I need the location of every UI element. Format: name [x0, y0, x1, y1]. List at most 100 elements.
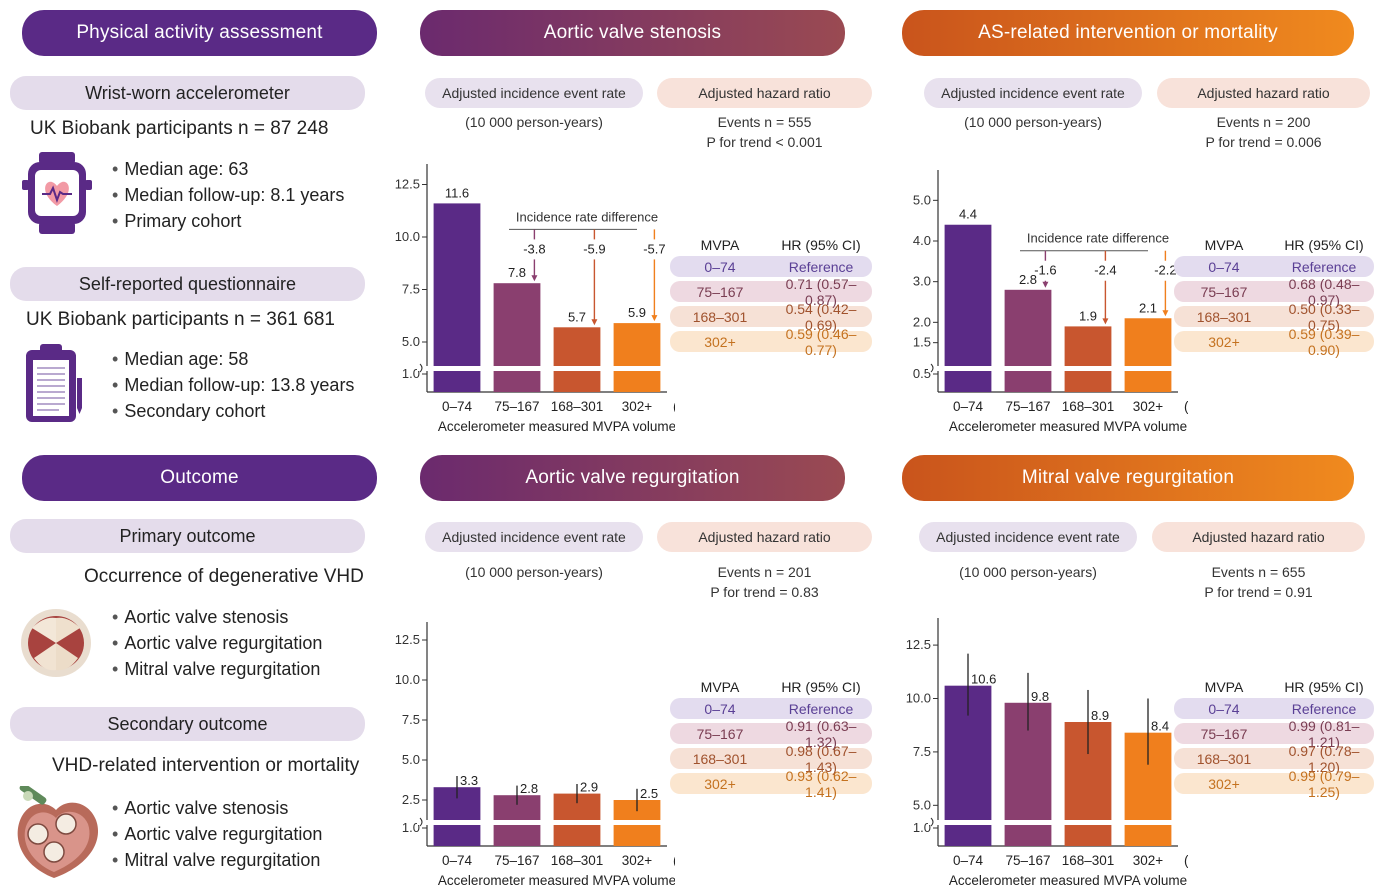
outcome-title-text: Outcome — [160, 467, 239, 488]
data-label: 5.9 — [628, 305, 646, 320]
table-row: 302+ 0.59 (0.46–0.77) — [670, 326, 872, 358]
table-row: 302+ 0.59 (0.39–0.90) — [1174, 326, 1374, 358]
physical-activity-title-text: Physical activity assessment — [76, 22, 323, 43]
x-tick-label: 0–74 — [953, 399, 984, 414]
rate-unit: (10 000 person-years) — [465, 564, 603, 580]
ird-arrowhead — [651, 315, 658, 322]
axis-break-mark — [930, 363, 934, 373]
y-tick-label: 7.5 — [913, 744, 931, 759]
bar — [613, 323, 661, 392]
bar — [1064, 326, 1112, 392]
axis-break-mark — [930, 817, 934, 827]
y-tick-label: 12.5 — [395, 177, 420, 192]
x-tick-label: 302+ — [1133, 853, 1164, 868]
valve-icon — [21, 609, 91, 677]
hr-label-pill: Adjusted hazard ratio — [657, 522, 872, 552]
x-axis-label: Accelerometer measured MVPA volume — [438, 419, 675, 434]
ird-label: Incidence rate difference — [1027, 231, 1169, 246]
ird-arrowhead — [531, 275, 538, 282]
ird-value: -2.2 — [1154, 263, 1176, 278]
chart-aortic-stenosis: 12.5 10.0 7.5 5.0 1.0 11.6 0–74 7.8 75–167 5.7 168… — [395, 164, 675, 434]
self-report-title: Self-reported questionnaire — [10, 267, 365, 301]
x-unit: (min/week) — [1184, 853, 1188, 868]
rate-label-pill: Adjusted incidence event rate — [425, 78, 643, 108]
events-count: Events n = 200 — [1216, 114, 1311, 130]
y-tick-label: 7.5 — [402, 712, 420, 727]
data-label: 4.4 — [959, 207, 977, 222]
bar — [493, 283, 541, 392]
x-tick-label: 75–167 — [494, 399, 539, 414]
x-tick-label: 168–301 — [1062, 853, 1115, 868]
table-row: 302+ 0.99 (0.79–1.25) — [1174, 768, 1374, 800]
p-trend: P for trend < 0.001 — [706, 134, 823, 150]
list-item: Aortic valve stenosis — [112, 795, 322, 821]
list-item: Mitral valve regurgitation — [112, 847, 322, 873]
primary-outcome-title: Primary outcome — [10, 519, 365, 553]
list-item: Median age: 63 — [112, 156, 344, 182]
self-bullets: Median age: 58 Median follow-up: 13.8 ye… — [112, 346, 354, 424]
bar — [1004, 289, 1052, 392]
data-label: 9.8 — [1031, 689, 1049, 704]
hr-header: HR (95% CI) — [781, 237, 861, 253]
hr-header: HR (95% CI) — [781, 679, 861, 695]
chart-as-intervention: 5.0 4.0 3.0 2.0 1.5 0.5 4.4 0–74 2.8 75–167 1.9 168… — [913, 170, 1188, 434]
hr-label-pill: Adjusted hazard ratio — [1157, 78, 1370, 108]
secondary-outcome-title-text: Secondary outcome — [107, 713, 268, 734]
x-tick-label: 0–74 — [442, 399, 473, 414]
primary-outcome-text: Occurrence of degenerative VHD — [84, 566, 364, 587]
rate-unit: (10 000 person-years) — [465, 114, 603, 130]
table-row: 75–167 0.71 (0.57–0.87) — [670, 276, 872, 308]
axis-break — [417, 366, 671, 371]
data-label: 2.8 — [520, 781, 538, 796]
data-label: 2.5 — [640, 786, 658, 801]
x-tick-label: 75–167 — [1005, 399, 1050, 414]
x-tick-label: 75–167 — [494, 853, 539, 868]
table-row: 168–301 0.97 (0.78–1.20) — [1174, 743, 1374, 775]
table-row: 0–74 Reference — [670, 698, 872, 719]
mvpa-header: MVPA — [700, 679, 740, 695]
x-tick-label: 75–167 — [1005, 853, 1050, 868]
axis-break — [928, 820, 1182, 825]
wrist-accelerometer-title: Wrist-worn accelerometer — [10, 76, 365, 110]
table-row: 75–167 0.68 (0.48–0.97) — [1174, 276, 1374, 308]
list-item: Median age: 58 — [112, 346, 354, 372]
table-row: 168–301 0.50 (0.33–0.75) — [1174, 301, 1374, 333]
rate-label-pill: Adjusted incidence event rate — [919, 522, 1137, 552]
axis-break-mark — [419, 817, 423, 827]
x-tick-label: 302+ — [1133, 399, 1164, 414]
secondary-bullets: Aortic valve stenosis Aortic valve regur… — [112, 795, 322, 873]
panel-title-text: Aortic valve stenosis — [543, 22, 722, 43]
p-trend: P for trend = 0.91 — [1204, 584, 1313, 600]
y-tick-label: 5.0 — [402, 752, 420, 767]
table-row: 168–301 0.98 (0.67–1.43) — [670, 743, 872, 775]
data-label: 8.4 — [1151, 719, 1169, 734]
hr-header: HR (95% CI) — [1284, 679, 1364, 695]
table-row: 0–74 Reference — [1174, 698, 1374, 719]
list-item: Median follow-up: 8.1 years — [112, 182, 344, 208]
ird-value: -1.6 — [1034, 263, 1056, 278]
wrist-participants: UK Biobank participants n = 87 248 — [30, 118, 329, 139]
data-label: 2.8 — [1019, 272, 1037, 287]
y-tick-label: 4.0 — [913, 233, 931, 248]
events-count: Events n = 201 — [717, 564, 812, 580]
rate-label-pill: Adjusted incidence event rate — [924, 78, 1142, 108]
hr-table-mitral-regurgitation: MVPA HR (95% CI) 0–74 Reference 75–167 0.99… — [1174, 676, 1374, 800]
bar — [553, 327, 601, 392]
table-row: 168–301 0.54 (0.42–0.69) — [670, 301, 872, 333]
smartwatch-icon — [22, 152, 92, 234]
x-axis-label: Accelerometer measured MVPA volume — [949, 419, 1187, 434]
primary-outcome-title-text: Primary outcome — [119, 525, 256, 546]
axis-break-mark — [419, 363, 423, 373]
y-tick-label: 5.0 — [913, 797, 931, 812]
ird-arrowhead — [1102, 318, 1109, 325]
events-count: Events n = 555 — [717, 114, 812, 130]
self-report-title-text: Self-reported questionnaire — [78, 273, 297, 294]
data-label: 11.6 — [445, 185, 469, 200]
y-tick-label: 1.0 — [402, 820, 420, 835]
secondary-outcome-text: VHD-related intervention or mortality — [52, 755, 360, 776]
bar — [1124, 318, 1172, 392]
hr-header: HR (95% CI) — [1284, 237, 1364, 253]
axis-break — [928, 366, 1182, 371]
table-row: 0–74 Reference — [1174, 256, 1374, 277]
primary-bullets: Aortic valve stenosis Aortic valve regur… — [112, 604, 322, 682]
